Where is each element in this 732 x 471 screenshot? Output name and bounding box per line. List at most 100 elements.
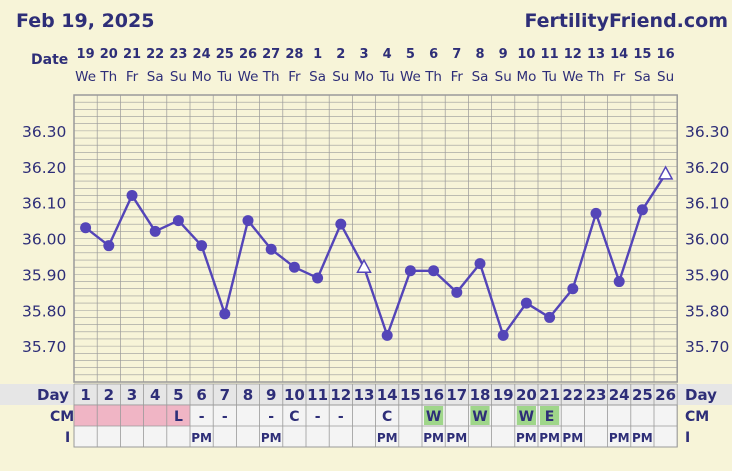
weekday-label: Th xyxy=(587,69,605,85)
weekday-label: Th xyxy=(99,69,117,85)
temperature-point xyxy=(404,265,416,277)
weekday-label: Su xyxy=(332,69,349,85)
cycle-day-label: 13 xyxy=(354,386,375,404)
weekday-label: Tu xyxy=(379,69,395,85)
temperature-point xyxy=(520,297,532,309)
cm-value: C xyxy=(382,409,392,425)
weekday-label: Mo xyxy=(192,69,212,85)
weekday-label: Tu xyxy=(541,69,557,85)
y-tick-label-left: 36.30 xyxy=(22,123,66,141)
y-tick-label-right: 36.20 xyxy=(685,159,729,177)
weekday-label: Tu xyxy=(216,69,232,85)
cycle-day-label: 17 xyxy=(446,386,467,404)
cycle-day-label: 5 xyxy=(173,386,183,404)
y-tick-label-right: 35.70 xyxy=(685,338,729,356)
weekday-label: Mo xyxy=(516,69,536,85)
date-label: 22 xyxy=(146,47,164,62)
intercourse-row-label-right: I xyxy=(685,430,690,446)
cycle-day-label: 8 xyxy=(243,386,253,404)
cm-cell-fertile xyxy=(540,406,560,425)
weekday-label: Sa xyxy=(472,69,489,85)
cycle-day-label: 26 xyxy=(655,386,676,404)
date-label: 11 xyxy=(541,47,559,62)
weekday-label: Sa xyxy=(634,69,651,85)
temperature-point xyxy=(103,240,115,252)
temperature-point xyxy=(312,272,324,284)
date-label: 27 xyxy=(262,47,280,62)
temperature-point xyxy=(613,276,625,288)
intercourse-row-label: I xyxy=(65,430,70,446)
cm-cell-period xyxy=(74,405,98,426)
cm-cell-period xyxy=(97,405,121,426)
cycle-day-label: 21 xyxy=(539,386,560,404)
cycle-day-label: 15 xyxy=(400,386,421,404)
day-row-bg xyxy=(0,384,732,405)
weekday-label: We xyxy=(238,69,259,85)
cm-cell-period xyxy=(120,405,144,426)
cm-value: E xyxy=(545,409,555,425)
date-label: 13 xyxy=(587,47,605,62)
date-label: 16 xyxy=(657,47,675,62)
weekday-label: Fr xyxy=(288,69,301,85)
weekday-label: Fr xyxy=(613,69,626,85)
intercourse-value: PM xyxy=(377,431,398,445)
date-label: 25 xyxy=(216,47,234,62)
date-label: 28 xyxy=(285,47,303,62)
temperature-point-open xyxy=(657,165,674,180)
cm-row-label: CM xyxy=(50,409,74,425)
temperature-point xyxy=(636,204,648,216)
cm-value: - xyxy=(222,409,228,425)
temperature-point xyxy=(265,243,277,255)
y-tick-label-right: 35.90 xyxy=(685,266,729,284)
date-label: 20 xyxy=(100,47,118,62)
cycle-day-label: 9 xyxy=(266,386,276,404)
weekday-label: Sa xyxy=(309,69,326,85)
cm-value: - xyxy=(338,409,344,425)
temperature-point xyxy=(149,225,161,237)
cm-cell-period xyxy=(143,405,167,426)
cm-value: L xyxy=(174,409,183,425)
date-label: 8 xyxy=(475,47,484,62)
cycle-day-label: 3 xyxy=(127,386,137,404)
cycle-day-label: 23 xyxy=(586,386,607,404)
cycle-day-label: 10 xyxy=(284,386,305,404)
temperature-line xyxy=(84,173,667,337)
intercourse-value: PM xyxy=(632,431,653,445)
cm-value: W xyxy=(426,409,441,425)
date-label: 12 xyxy=(564,47,582,62)
temperature-point xyxy=(544,311,556,323)
cm-value: C xyxy=(289,409,299,425)
chart-date: Feb 19, 2025 xyxy=(16,10,155,32)
y-tick-label-right: 36.10 xyxy=(685,195,729,213)
cycle-day-label: 14 xyxy=(377,386,398,404)
site-name: FertilityFriend.com xyxy=(524,10,728,32)
temperature-point-open xyxy=(356,258,372,273)
temperature-point xyxy=(242,215,254,227)
cycle-day-label: 4 xyxy=(150,386,160,404)
weekday-label: We xyxy=(75,69,96,85)
cm-cell-period xyxy=(166,405,190,426)
cycle-day-label: 1 xyxy=(80,386,90,404)
temperature-point xyxy=(126,189,138,201)
intercourse-value: PM xyxy=(562,431,583,445)
weekday-label: Mo xyxy=(354,69,374,85)
cm-value: - xyxy=(315,409,321,425)
cycle-day-label: 19 xyxy=(493,386,514,404)
cycle-day-label: 2 xyxy=(104,386,114,404)
intercourse-value: PM xyxy=(261,431,282,445)
date-label: 19 xyxy=(77,47,95,62)
date-label: 5 xyxy=(406,47,415,62)
cycle-day-label: 12 xyxy=(330,386,351,404)
date-label: 7 xyxy=(452,47,461,62)
y-tick-label-right: 35.80 xyxy=(685,302,729,320)
temperature-point xyxy=(172,215,184,227)
date-label: 9 xyxy=(499,47,508,62)
date-label: 26 xyxy=(239,47,257,62)
temperature-point xyxy=(196,240,208,252)
weekday-label: We xyxy=(562,69,583,85)
date-label: 23 xyxy=(169,47,187,62)
cycle-day-label: 24 xyxy=(609,386,630,404)
temperature-point xyxy=(428,265,440,277)
